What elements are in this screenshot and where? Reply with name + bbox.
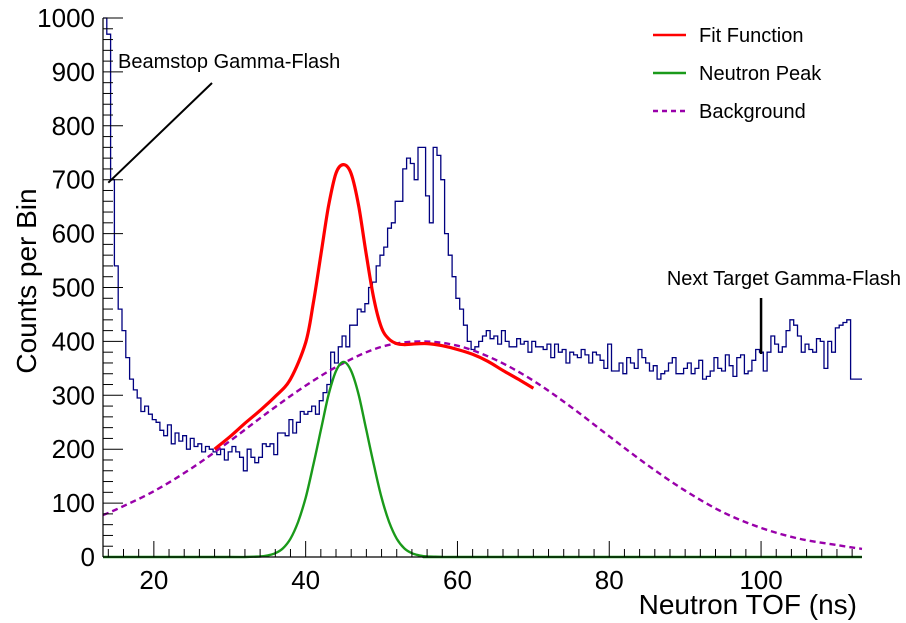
y-tick-label: 300 (52, 380, 95, 410)
y-tick-label: 600 (52, 219, 95, 249)
x-tick-label: 20 (139, 565, 168, 595)
y-tick-label: 200 (52, 434, 95, 464)
y-tick-label: 900 (52, 57, 95, 87)
annotation-label: Beamstop Gamma-Flash (118, 51, 340, 73)
x-tick-label: 100 (739, 565, 782, 595)
y-tick-label: 400 (52, 326, 95, 356)
series-neutron-peak (102, 360, 862, 559)
plot-area (102, 17, 863, 559)
y-tick-label: 500 (52, 273, 95, 303)
y-tick-label: 0 (81, 542, 95, 572)
legend: Fit Function Neutron Peak Background (653, 25, 822, 123)
x-tick-label: 80 (595, 565, 624, 595)
x-tick-label: 60 (443, 565, 472, 595)
y-axis-label: Counts per Bin (11, 188, 42, 373)
annotation-pointer (107, 82, 213, 184)
y-tick-label: 100 (52, 488, 95, 518)
annotations: Beamstop Gamma-Flash Next Target Gamma-Fl… (107, 51, 901, 354)
y-tick-label: 700 (52, 165, 95, 195)
x-axis-label: Neutron TOF (ns) (639, 589, 857, 620)
legend-label: Background (699, 101, 806, 123)
data-histogram (103, 17, 862, 472)
legend-label: Fit Function (699, 25, 803, 47)
legend-label: Neutron Peak (699, 63, 822, 85)
x-tick-label: 40 (291, 565, 320, 595)
series-background (102, 340, 863, 551)
annotation-label: Next Target Gamma-Flash (667, 268, 901, 290)
series-fit-function (213, 163, 535, 451)
y-tick-label: 1000 (37, 3, 95, 33)
y-tick-label: 800 (52, 111, 95, 141)
axes: 20 40 60 80 10001002003004005006007008009001… (37, 3, 862, 595)
